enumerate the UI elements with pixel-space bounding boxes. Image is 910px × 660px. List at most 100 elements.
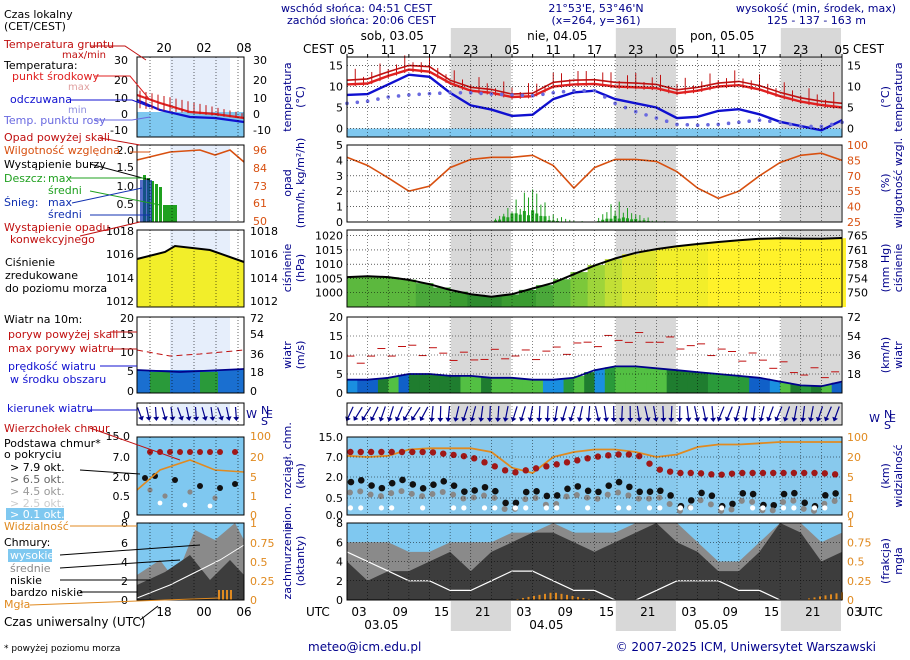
y2-tick-label: 758: [847, 258, 868, 271]
hour-label-top: 17: [752, 43, 767, 57]
wind-speed-fill: [501, 377, 513, 393]
legend-wind-arrow-head: [201, 416, 208, 421]
wind-speed-fill: [512, 378, 523, 393]
cloud-base-dot: [585, 505, 591, 511]
cloud-base-dot: [780, 490, 788, 498]
legend-leader: [29, 597, 221, 606]
legend-tick: 10: [120, 346, 134, 359]
cloud-base-dot: [409, 481, 417, 488]
pressure-fill: [398, 279, 417, 307]
tz-utc-label-right: UTC: [859, 605, 883, 619]
cloud-base-dot: [378, 484, 386, 492]
legend-frame: [136, 144, 245, 223]
rain-mean-bar: [617, 218, 621, 222]
wind-arrow: [453, 406, 460, 422]
legend-pressure2: zredukowane: [5, 269, 78, 282]
legend-fog-bar: [226, 590, 228, 600]
cloud-base-dot: [461, 488, 468, 495]
y-tick-label: 15: [329, 59, 343, 72]
wind-speed-fill: [594, 369, 606, 393]
pressure-fill: [501, 294, 520, 307]
wind-arrow: [693, 406, 701, 422]
cloud-base-dot: [790, 497, 797, 504]
cloud-base-dot: [573, 492, 580, 499]
cloud-base-dot: [635, 495, 642, 502]
wind-speed-fill: [347, 379, 358, 393]
cloud-base-dot: [347, 478, 355, 486]
legend-cloud-top-dot: [177, 449, 183, 455]
rain-mean-bar: [601, 219, 605, 222]
legend-wind-fill: [200, 372, 218, 393]
wind-speed-fill: [573, 375, 585, 393]
wind-arrow-head: [710, 417, 717, 422]
cloud-top-dot: [450, 451, 457, 459]
pressure-fill: [742, 239, 760, 307]
fog-bar: [544, 593, 546, 600]
y2-tick-label: 20: [847, 451, 861, 464]
y-tick-label: 2: [336, 575, 343, 588]
y2-tick-label: 1: [847, 517, 854, 530]
wind-speed-fill: [553, 379, 565, 393]
y-axis-title: (oktanty): [294, 536, 307, 587]
dew-point-mark: [468, 90, 473, 95]
legend-cloud-base-dot: [232, 481, 238, 487]
legend-snow-bar: [140, 180, 152, 222]
dew-point-mark: [458, 90, 463, 95]
legend-tick: 72: [250, 312, 264, 325]
cloud-base-dot: [419, 493, 426, 500]
wind-speed-fill: [367, 379, 379, 393]
y2-tick-label: 40: [847, 201, 861, 214]
y-tick-label: 10: [329, 80, 343, 93]
cloud-top-dot: [625, 451, 633, 458]
wind-arrow: [370, 406, 379, 422]
rain-mean-bar: [543, 216, 547, 222]
fog-bar: [571, 595, 574, 600]
cloud-base-dot: [501, 505, 508, 512]
wind-arrow-head: [576, 417, 583, 422]
pressure-fill: [347, 276, 365, 307]
cloud-base-dot: [460, 495, 467, 502]
wind-arrow: [411, 406, 421, 421]
y-tick-label: 15: [329, 330, 343, 343]
wind-speed-fill: [666, 369, 678, 393]
dew-point-mark: [664, 119, 669, 124]
fog-bar: [566, 594, 568, 600]
legend-rain-max: max: [48, 172, 72, 185]
legend-gust-over: poryw powyżej skali: [8, 328, 118, 341]
pressure-fill: [450, 291, 468, 307]
legend-wind-arrow: [193, 406, 200, 421]
dew-point-mark: [726, 121, 731, 126]
wind-arrow-head: [676, 417, 683, 422]
legend-cloud-base-dot: [147, 487, 153, 493]
pressure-fill: [776, 238, 795, 307]
pressure-fill: [364, 276, 382, 307]
cloud-base-dot: [439, 489, 446, 496]
cloud-base-dot: [719, 505, 725, 511]
legend-tick: 73: [253, 180, 267, 193]
hour-label-top: 05: [339, 43, 354, 57]
pressure-fill: [725, 240, 743, 307]
dew-point-mark: [355, 100, 360, 105]
y-tick-label: 20: [329, 311, 343, 324]
legend-tick: 0.25: [250, 575, 275, 588]
cloud-base-dot: [543, 492, 551, 500]
rain-mean-bar: [506, 217, 510, 222]
night-band: [450, 28, 511, 56]
legend-pressure3: do poziomu morza: [5, 282, 107, 295]
cloud-top-dot: [501, 467, 509, 474]
rain-mean-bar: [518, 214, 522, 222]
legend-leader: [95, 75, 151, 101]
cloud-base-dot: [780, 505, 787, 511]
rain-mean-bar: [527, 215, 530, 222]
legend-tick: 5: [250, 471, 257, 484]
hour-label-bottom: 15: [434, 605, 449, 619]
y2-axis-title: ciśnienie: [892, 244, 905, 293]
legend-cloud-base-dot: [212, 495, 218, 501]
cloud-base-dot: [420, 505, 426, 511]
rain-mean-bar: [514, 213, 518, 222]
legend-temp-mid: punkt środkowy: [12, 70, 100, 83]
legend-cloud-top: Wierzchołek chmur: [4, 422, 110, 435]
legend-tick: 0.5: [250, 556, 268, 569]
legend-tick: 1.5: [117, 161, 135, 174]
footer-note: * powyżej poziomu morza: [4, 644, 120, 654]
